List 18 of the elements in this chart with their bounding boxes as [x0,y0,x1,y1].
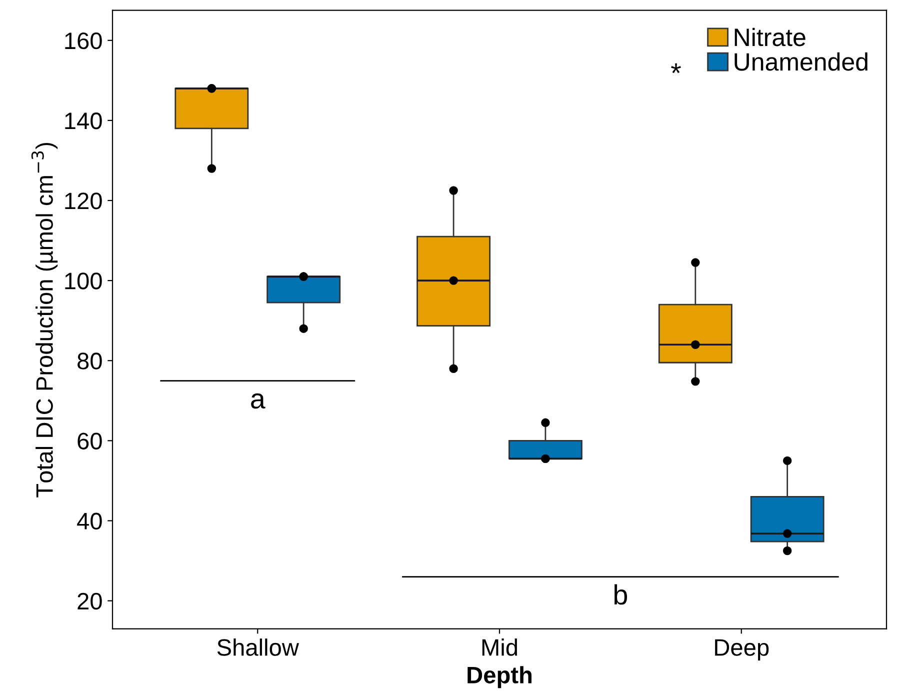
y-axis-title: Total DIC Production (µmol cm$^{−3}$) [31,142,58,498]
y-tick-label: 160 [65,32,102,50]
x-tick-label: Deep [715,639,769,661]
annotation: b [614,584,627,605]
annotation: * [671,63,681,74]
x-tick-label: Mid [482,638,517,656]
y-tick-label: 60 [78,432,102,450]
x-tick-label: Shallow [217,638,300,656]
y-tick-label: 100 [65,272,102,290]
y-tick-label: 140 [65,112,102,130]
annotation: a [251,393,266,409]
y-tick-label: 80 [78,352,102,370]
legend-label: Nitrate [734,28,806,46]
legend-label: Unamended [734,52,868,71]
x-axis-title: Depth [468,666,532,688]
y-tick-label: 20 [78,592,102,610]
y-tick-label: 120 [65,192,102,210]
y-tick-label: 40 [77,512,102,530]
